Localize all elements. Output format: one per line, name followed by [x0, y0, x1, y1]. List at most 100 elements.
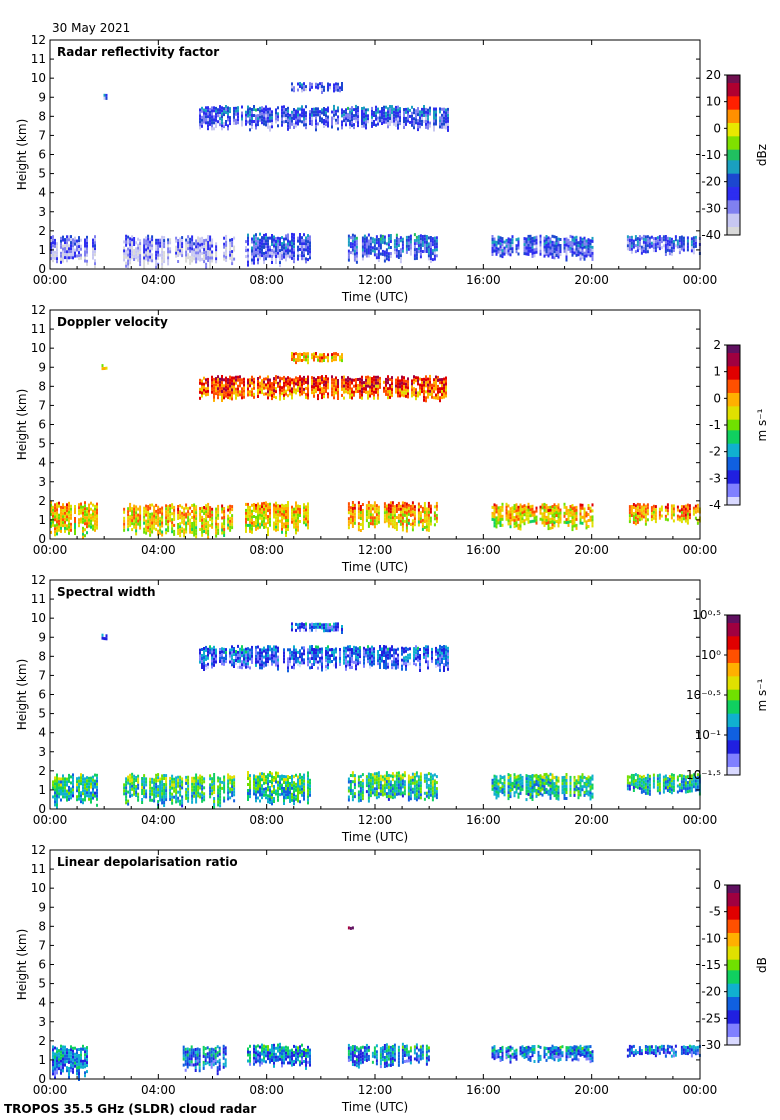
- x-tick-label: 12:00: [358, 1083, 393, 1097]
- x-tick-label: 04:00: [141, 1083, 176, 1097]
- x-tick-label: 16:00: [466, 1083, 501, 1097]
- y-tick-label: 3: [38, 745, 46, 759]
- y-tick-label: 9: [38, 630, 46, 644]
- x-axis-label: Time (UTC): [341, 560, 408, 574]
- y-tick-label: 10: [31, 881, 46, 895]
- cloud-layer-1: [50, 235, 96, 269]
- cloud-layer-7: [199, 374, 447, 403]
- x-tick-label: 00:00: [683, 543, 718, 557]
- colorbar: 2 1 0 -1 -2 -3 -4 m s⁻¹: [709, 338, 769, 512]
- y-tick-label: 12: [31, 303, 46, 317]
- colorbar-tick-label: -3: [709, 471, 721, 485]
- colorbar-unit-label: m s⁻¹: [755, 678, 769, 711]
- footer-label: TROPOS 35.5 GHz (SLDR) cloud radar: [4, 1102, 256, 1116]
- panel-title: Linear depolarisation ratio: [57, 855, 238, 869]
- y-tick-label: 2: [38, 1034, 46, 1048]
- y-tick-label: 12: [31, 33, 46, 47]
- x-tick-label: 20:00: [574, 273, 609, 287]
- x-axis-label: Time (UTC): [341, 1100, 408, 1114]
- y-tick-label: 4: [38, 186, 46, 200]
- cloud-layer-2: [123, 502, 234, 539]
- cloud-layer-6: [626, 773, 701, 796]
- colorbar-tick-label: -30: [701, 1038, 721, 1052]
- y-tick-label: 3: [38, 205, 46, 219]
- y-tick-label: 7: [38, 668, 46, 682]
- colorbar-tick-label: 10⁻⁰·⁵: [686, 688, 721, 702]
- y-tick-label: 7: [38, 398, 46, 412]
- y-tick-label: 3: [38, 1015, 46, 1029]
- colorbar-tick-label: 2: [713, 338, 721, 352]
- cloud-layer-5: [491, 234, 594, 262]
- y-tick-label: 11: [31, 52, 46, 66]
- date-label: 30 May 2021: [52, 21, 130, 35]
- cloud-layer-1: [50, 500, 98, 539]
- panel-title: Spectral width: [57, 585, 156, 599]
- y-tick-label: 5: [38, 977, 46, 991]
- y-tick-label: 6: [38, 148, 46, 162]
- cloud-layer-6: [628, 502, 701, 526]
- cloud-data: [50, 82, 701, 269]
- x-axis-label: Time (UTC): [341, 830, 408, 844]
- x-tick-label: 16:00: [466, 813, 501, 827]
- y-tick-label: 8: [38, 919, 46, 933]
- y-tick-label: 7: [38, 128, 46, 142]
- y-tick-label: 11: [31, 322, 46, 336]
- x-tick-label: 16:00: [466, 273, 501, 287]
- cloud-layer-4: [347, 500, 438, 533]
- colorbar-tick-label: -5: [709, 905, 721, 919]
- panel-title: Radar reflectivity factor: [57, 45, 219, 59]
- colorbar-tick-label: 1: [713, 365, 721, 379]
- y-axis-label: Height (km): [15, 659, 29, 730]
- x-tick-label: 20:00: [574, 813, 609, 827]
- y-tick-label: 6: [38, 688, 46, 702]
- cloud-layer-7: [199, 104, 449, 132]
- x-tick-label: 12:00: [358, 273, 393, 287]
- y-tick-label: 5: [38, 167, 46, 181]
- cloud-layer-5: [491, 502, 594, 532]
- y-tick-label: 12: [31, 573, 46, 587]
- x-tick-label: 00:00: [683, 813, 718, 827]
- x-axis-label: Time (UTC): [341, 290, 408, 304]
- y-axis-label: Height (km): [15, 389, 29, 460]
- y-tick-label: 11: [31, 592, 46, 606]
- x-tick-label: 00:00: [33, 543, 68, 557]
- colorbar-tick-label: -40: [701, 228, 721, 242]
- cloud-layer-3: [245, 501, 309, 537]
- cloud-layer-6: [626, 1044, 701, 1058]
- colorbar-tick-label: 10⁻¹: [695, 728, 722, 742]
- y-tick-label: 9: [38, 360, 46, 374]
- colorbar-tick-label: 0: [713, 391, 721, 405]
- colorbar-tick-label: -20: [701, 985, 721, 999]
- y-tick-label: 0: [38, 532, 46, 546]
- cloud-layer-8: [291, 622, 343, 634]
- colorbar-tick-label: 10: [706, 95, 721, 109]
- y-tick-label: 8: [38, 649, 46, 663]
- y-tick-label: 0: [38, 1072, 46, 1086]
- y-tick-label: 9: [38, 900, 46, 914]
- x-tick-label: 20:00: [574, 1083, 609, 1097]
- cloud-layer-4: [347, 233, 438, 264]
- cloud-layer-9: [101, 633, 108, 641]
- cloud-layer-8: [291, 352, 343, 365]
- x-tick-label: 00:00: [683, 273, 718, 287]
- y-tick-label: 6: [38, 418, 46, 432]
- x-tick-label: 12:00: [358, 813, 393, 827]
- cloud-layer-9: [103, 93, 108, 100]
- x-tick-label: 04:00: [141, 543, 176, 557]
- cloud-layer-5: [491, 772, 594, 802]
- colorbar: 0 -5 -10 -15 -20 -25 -30 dB: [701, 878, 769, 1052]
- y-tick-label: 12: [31, 843, 46, 857]
- cloud-layer-4: [347, 1042, 430, 1069]
- x-tick-label: 08:00: [249, 813, 284, 827]
- y-tick-label: 5: [38, 437, 46, 451]
- y-tick-label: 8: [38, 379, 46, 393]
- colorbar-tick-label: 0: [713, 121, 721, 135]
- y-tick-label: 6: [38, 958, 46, 972]
- colorbar-tick-label: -10: [701, 148, 721, 162]
- cloud-layer-4: [347, 771, 438, 803]
- y-axis-label: Height (km): [15, 119, 29, 190]
- y-tick-label: 2: [38, 494, 46, 508]
- colorbar-tick-label: -1: [709, 418, 721, 432]
